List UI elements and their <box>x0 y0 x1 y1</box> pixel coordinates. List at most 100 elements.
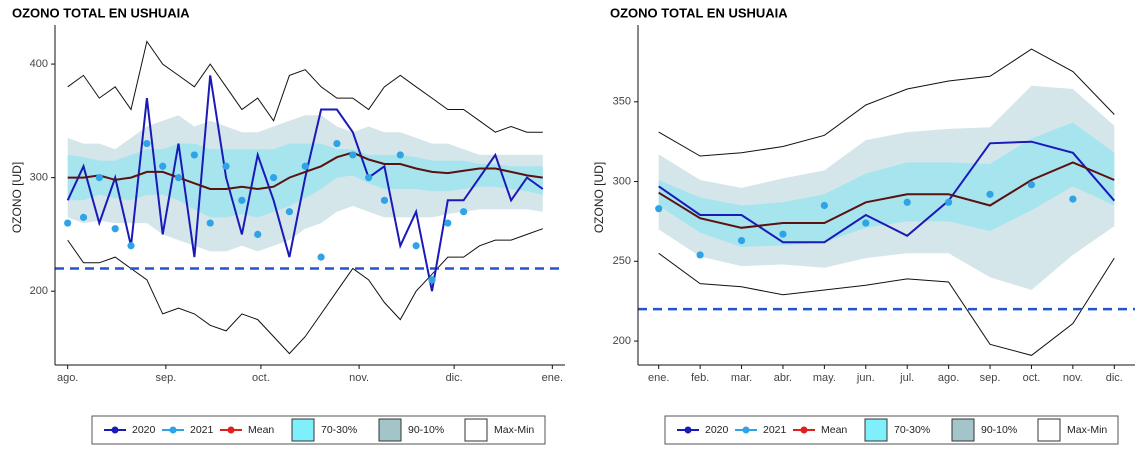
legend-dot <box>111 426 119 434</box>
y-tick-label: 400 <box>30 58 48 70</box>
data-point <box>696 251 704 259</box>
data-point <box>349 151 357 159</box>
legend-swatch <box>464 418 488 442</box>
y-tick-label: 250 <box>613 255 631 267</box>
data-point <box>460 208 468 216</box>
y-axis-label: OZONO [UD] <box>10 162 24 233</box>
band-lower-edge <box>67 228 543 355</box>
x-tick-label: sep. <box>155 372 176 384</box>
data-point <box>737 236 746 245</box>
legend-label: Mean <box>821 424 847 436</box>
x-tick-label: dic. <box>446 372 463 384</box>
data-point <box>79 213 88 221</box>
legend-label: 2020 <box>705 424 729 436</box>
data-point <box>190 151 198 159</box>
legend-dot <box>800 426 808 434</box>
y-tick-label: 350 <box>613 96 631 108</box>
data-point <box>945 198 953 206</box>
x-tick-label: oct. <box>1023 372 1041 384</box>
data-point <box>174 174 183 182</box>
legend-label: 2020 <box>132 424 156 436</box>
legend-swatch <box>1037 418 1061 442</box>
data-point <box>380 196 389 204</box>
chart-title: OZONO TOTAL EN USHUAIA <box>12 5 190 20</box>
legend-swatch <box>291 418 315 442</box>
data-point <box>206 219 214 227</box>
legend-label: Max-Min <box>494 424 534 436</box>
legend-label: 70-30% <box>321 424 357 436</box>
x-tick-label: abr. <box>774 372 792 384</box>
data-point <box>285 208 294 216</box>
legend-dot <box>227 426 235 434</box>
data-point <box>428 276 436 284</box>
data-point <box>1027 181 1036 189</box>
legend-swatch <box>951 418 975 442</box>
data-point <box>655 205 663 213</box>
data-point <box>127 242 135 250</box>
data-point <box>64 219 72 227</box>
band-area <box>658 122 1115 247</box>
data-point <box>111 225 119 233</box>
band-upper-edge <box>658 48 1115 157</box>
x-tick-label: jul. <box>899 372 914 384</box>
series-line <box>67 151 543 191</box>
data-point <box>396 151 404 159</box>
y-tick-label: 300 <box>30 172 48 184</box>
data-point <box>820 201 828 210</box>
data-point <box>903 198 911 206</box>
data-point <box>143 139 151 148</box>
series-line <box>658 161 1115 229</box>
legend-label: 2021 <box>190 424 214 436</box>
x-tick-label: sep. <box>980 372 1001 384</box>
x-tick-label: feb. <box>691 372 709 384</box>
data-point <box>365 174 373 182</box>
data-point <box>1069 195 1077 203</box>
band-upper-edge <box>67 40 543 133</box>
x-tick-label: may. <box>813 372 836 384</box>
data-point <box>779 230 787 238</box>
series-line <box>66 75 544 292</box>
x-tick-label: mar. <box>731 372 752 384</box>
legend-dot <box>742 426 750 434</box>
y-tick-label: 300 <box>613 175 631 187</box>
x-tick-label: ene. <box>542 372 563 384</box>
data-point <box>333 139 341 148</box>
legend-swatch <box>864 418 888 442</box>
legend-label: 70-30% <box>894 424 930 436</box>
data-point <box>238 196 246 204</box>
data-point <box>862 219 870 227</box>
x-tick-label: nov. <box>349 372 369 384</box>
legend-label: 90-10% <box>981 424 1017 436</box>
legend-dot <box>169 426 177 434</box>
data-point <box>317 253 325 261</box>
x-tick-label: nov. <box>1063 372 1083 384</box>
x-tick-label: oct. <box>252 372 270 384</box>
data-point <box>222 162 230 170</box>
y-axis-label: OZONO [UD] <box>592 162 606 233</box>
x-tick-label: ago. <box>938 372 959 384</box>
series-line <box>658 140 1116 244</box>
band-lower-edge <box>658 252 1115 356</box>
data-point <box>95 174 103 182</box>
legend-label: 90-10% <box>408 424 444 436</box>
data-point <box>444 219 452 227</box>
x-tick-label: jun. <box>856 372 875 384</box>
data-point <box>269 174 278 182</box>
x-tick-label: ago. <box>57 372 78 384</box>
data-point <box>301 162 309 170</box>
data-point <box>254 230 262 239</box>
legend-label: Mean <box>248 424 274 436</box>
x-tick-label: ene. <box>648 372 669 384</box>
y-tick-label: 200 <box>613 335 631 347</box>
legend-swatch <box>378 418 402 442</box>
legend-label: Max-Min <box>1067 424 1107 436</box>
data-point <box>159 162 167 170</box>
chart-title: OZONO TOTAL EN USHUAIA <box>610 5 788 20</box>
legend-dot <box>684 426 692 434</box>
data-point <box>986 190 994 198</box>
y-tick-label: 200 <box>30 285 48 297</box>
legend-label: 2021 <box>763 424 787 436</box>
data-point <box>412 242 420 250</box>
x-tick-label: dic. <box>1106 372 1123 384</box>
